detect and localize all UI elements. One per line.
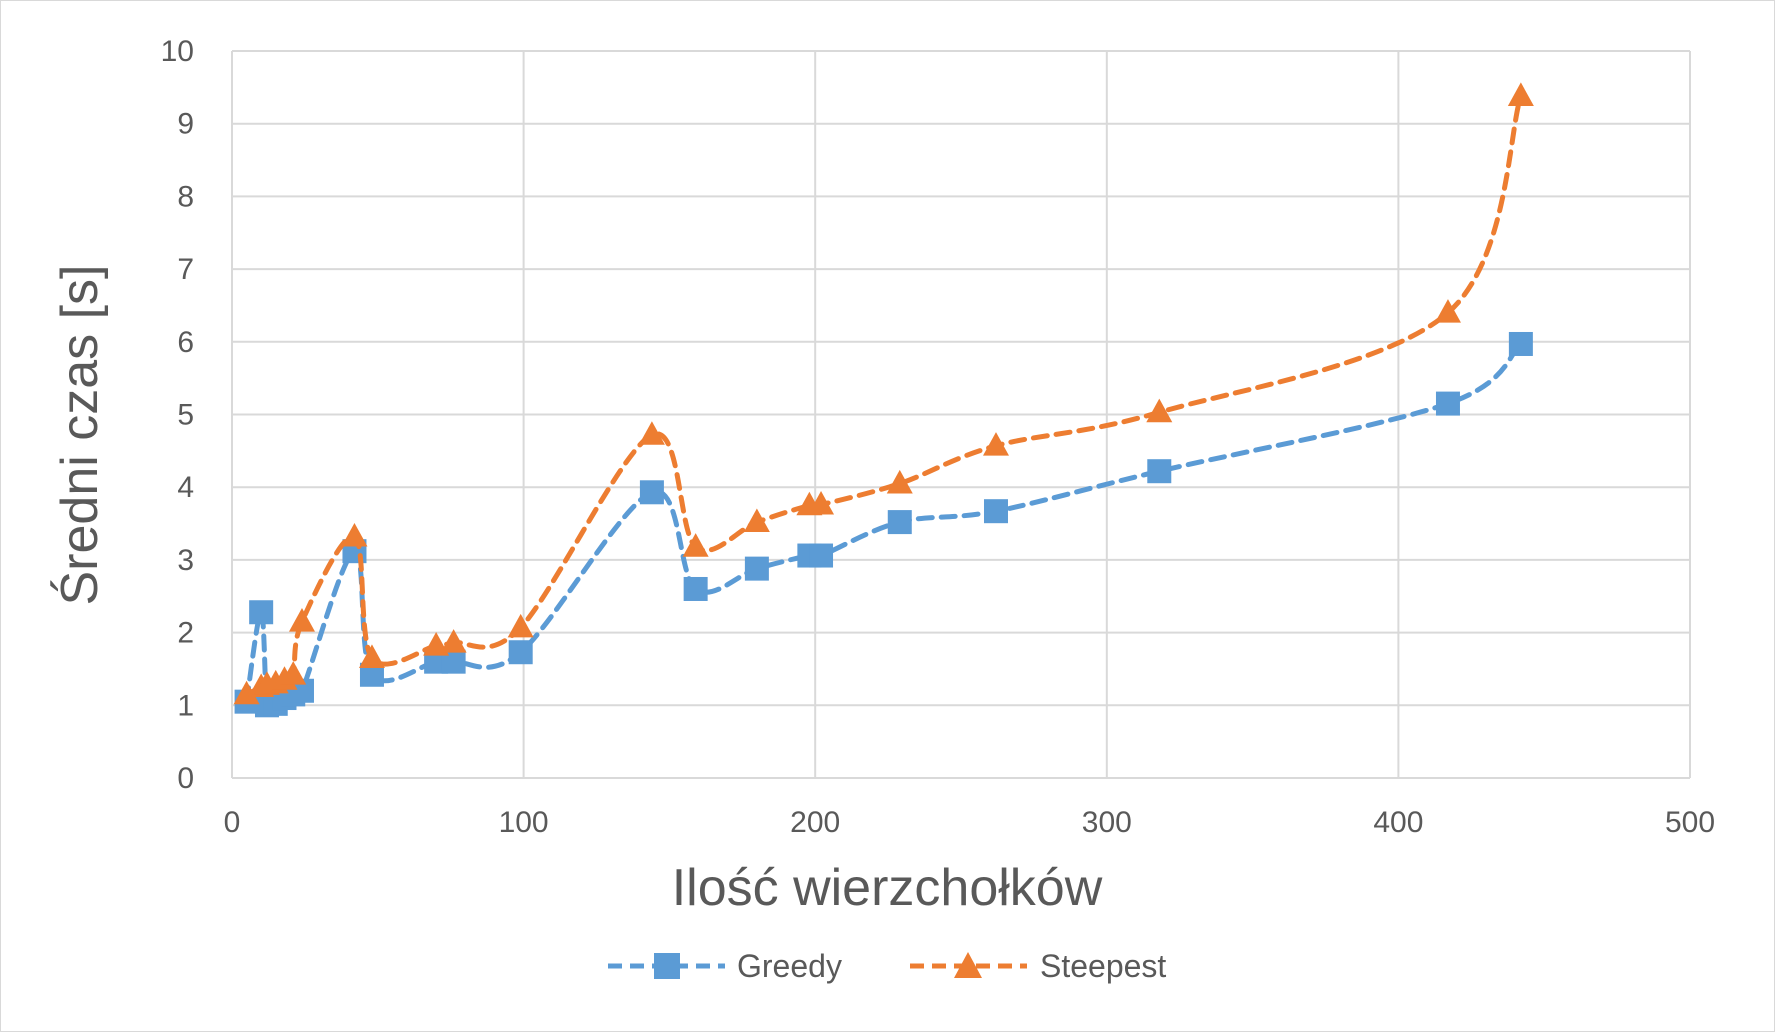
legend-marker-greedy [654, 953, 680, 979]
y-axis-title: Średni czas [s] [50, 264, 109, 605]
data-point-greedy [983, 499, 1008, 524]
series-layer [233, 82, 1534, 718]
data-point-greedy [887, 510, 912, 535]
data-point-greedy [508, 640, 533, 665]
data-point-steepest [280, 661, 307, 685]
data-point-steepest [638, 421, 665, 445]
legend-marker-steepest [954, 952, 982, 978]
y-tick-label: 4 [177, 471, 194, 504]
x-tick-label: 400 [1373, 806, 1423, 839]
series-greedy [234, 331, 1533, 718]
data-point-steepest [288, 608, 315, 632]
data-point-steepest [886, 469, 913, 494]
data-point-greedy [744, 556, 769, 581]
legend-label-steepest: Steepest [1040, 948, 1166, 984]
series-line-steepest [244, 93, 1524, 697]
data-point-steepest [233, 680, 260, 705]
legend-label-greedy: Greedy [737, 948, 842, 984]
data-point-greedy [809, 543, 834, 568]
x-tick-label: 100 [499, 806, 549, 839]
y-tick-label: 10 [161, 35, 194, 68]
data-point-greedy [1508, 331, 1533, 356]
y-tick-label: 7 [177, 253, 194, 286]
legend-item-steepest: Steepest [910, 948, 1166, 984]
data-point-steepest [982, 432, 1009, 456]
legend-item-greedy: Greedy [608, 948, 842, 984]
data-point-greedy [1435, 391, 1460, 416]
data-point-steepest [341, 522, 368, 547]
y-tick-label: 9 [177, 108, 194, 141]
x-tick-label: 300 [1082, 806, 1132, 839]
y-tick-label: 5 [177, 399, 194, 432]
x-tick-label: 0 [224, 806, 241, 839]
data-point-steepest [440, 629, 467, 653]
y-tick-label: 0 [177, 762, 194, 795]
data-point-steepest [743, 508, 770, 532]
data-point-greedy [1147, 459, 1172, 484]
data-point-steepest [358, 644, 385, 668]
y-tick-label: 6 [177, 326, 194, 359]
data-point-steepest [1434, 299, 1461, 323]
data-point-steepest [682, 533, 709, 557]
data-point-steepest [1507, 82, 1534, 106]
data-point-steepest [808, 491, 835, 515]
x-axis-title: Ilość wierzchołków [672, 859, 1103, 917]
y-tick-label: 8 [177, 180, 194, 213]
legend: Greedy Steepest [608, 948, 1166, 984]
x-tick-label: 500 [1665, 806, 1715, 839]
data-point-greedy [249, 600, 274, 625]
data-point-steepest [1146, 398, 1173, 423]
data-point-greedy [683, 576, 708, 601]
y-tick-label: 3 [177, 544, 194, 577]
y-tick-label: 1 [177, 689, 194, 722]
data-point-greedy [639, 480, 664, 505]
series-steepest [233, 82, 1534, 705]
y-tick-label: 2 [177, 617, 194, 650]
data-point-steepest [507, 613, 534, 638]
x-tick-label: 200 [790, 806, 840, 839]
